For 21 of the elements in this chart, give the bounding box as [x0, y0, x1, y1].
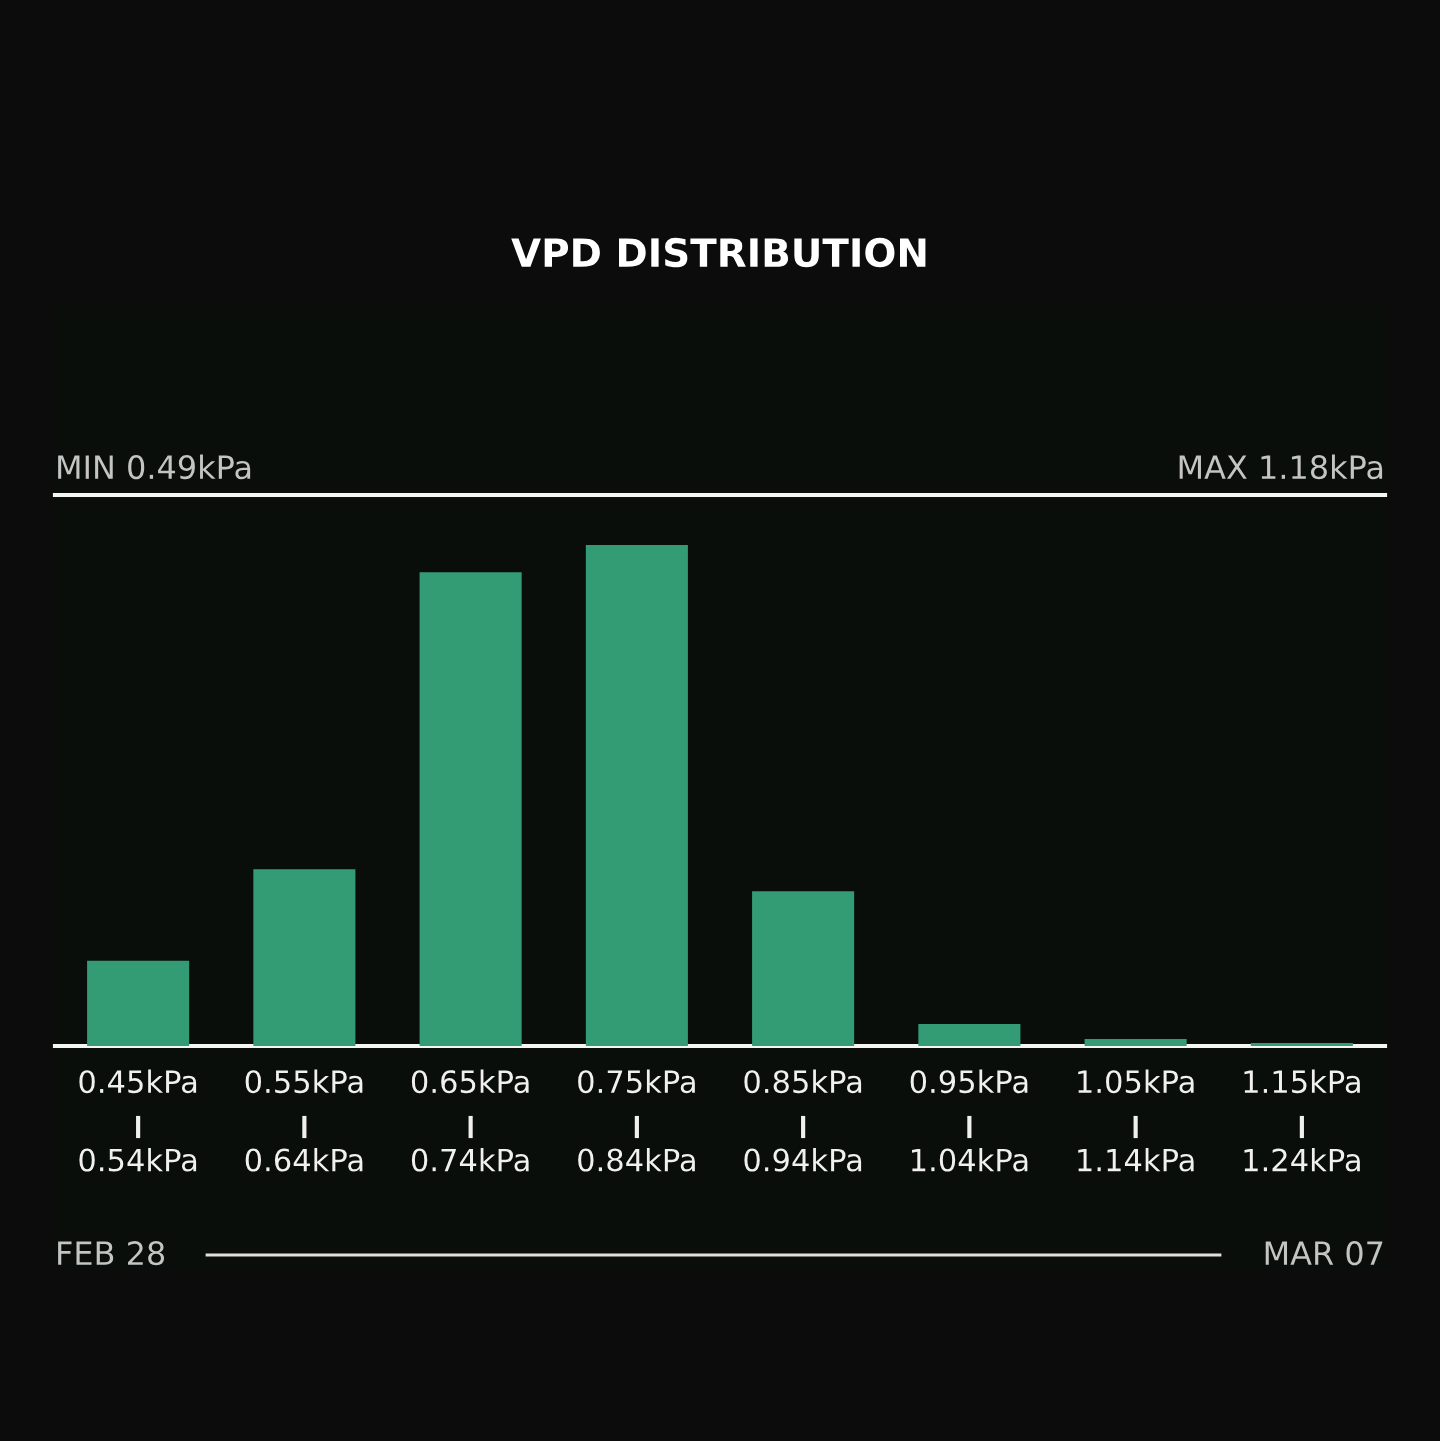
category-label: 0.65kPa 0.74kPa	[411, 1069, 529, 1172]
category-label: 0.55kPa 0.64kPa	[245, 1069, 363, 1172]
text: FEB 28	[58, 1241, 165, 1266]
bar	[1250, 1042, 1353, 1046]
category-label: 0.95kPa 1.04kPa	[910, 1069, 1028, 1172]
bar	[1084, 1038, 1187, 1046]
bar	[585, 545, 688, 1046]
text: MAR 07	[1265, 1241, 1383, 1266]
bar	[87, 960, 190, 1046]
bar	[918, 1023, 1021, 1046]
chart-title: VPD DISTRIBUTION	[511, 237, 926, 268]
category-label: 0.85kPa 0.94kPa	[744, 1069, 862, 1172]
bar	[419, 572, 522, 1046]
category-label: 0.75kPa 0.84kPa	[578, 1069, 695, 1172]
category-label: 1.05kPa 1.14kPa	[1078, 1069, 1194, 1172]
category-label: 0.45kPa 0.54kPa	[79, 1069, 197, 1172]
category-label: 1.15kPa 1.24kPa	[1244, 1069, 1360, 1172]
bar	[253, 869, 356, 1046]
bar	[752, 891, 855, 1046]
text: MIN 0.49kPa	[58, 454, 251, 480]
text: MAX 1.18kPa	[1179, 454, 1383, 480]
